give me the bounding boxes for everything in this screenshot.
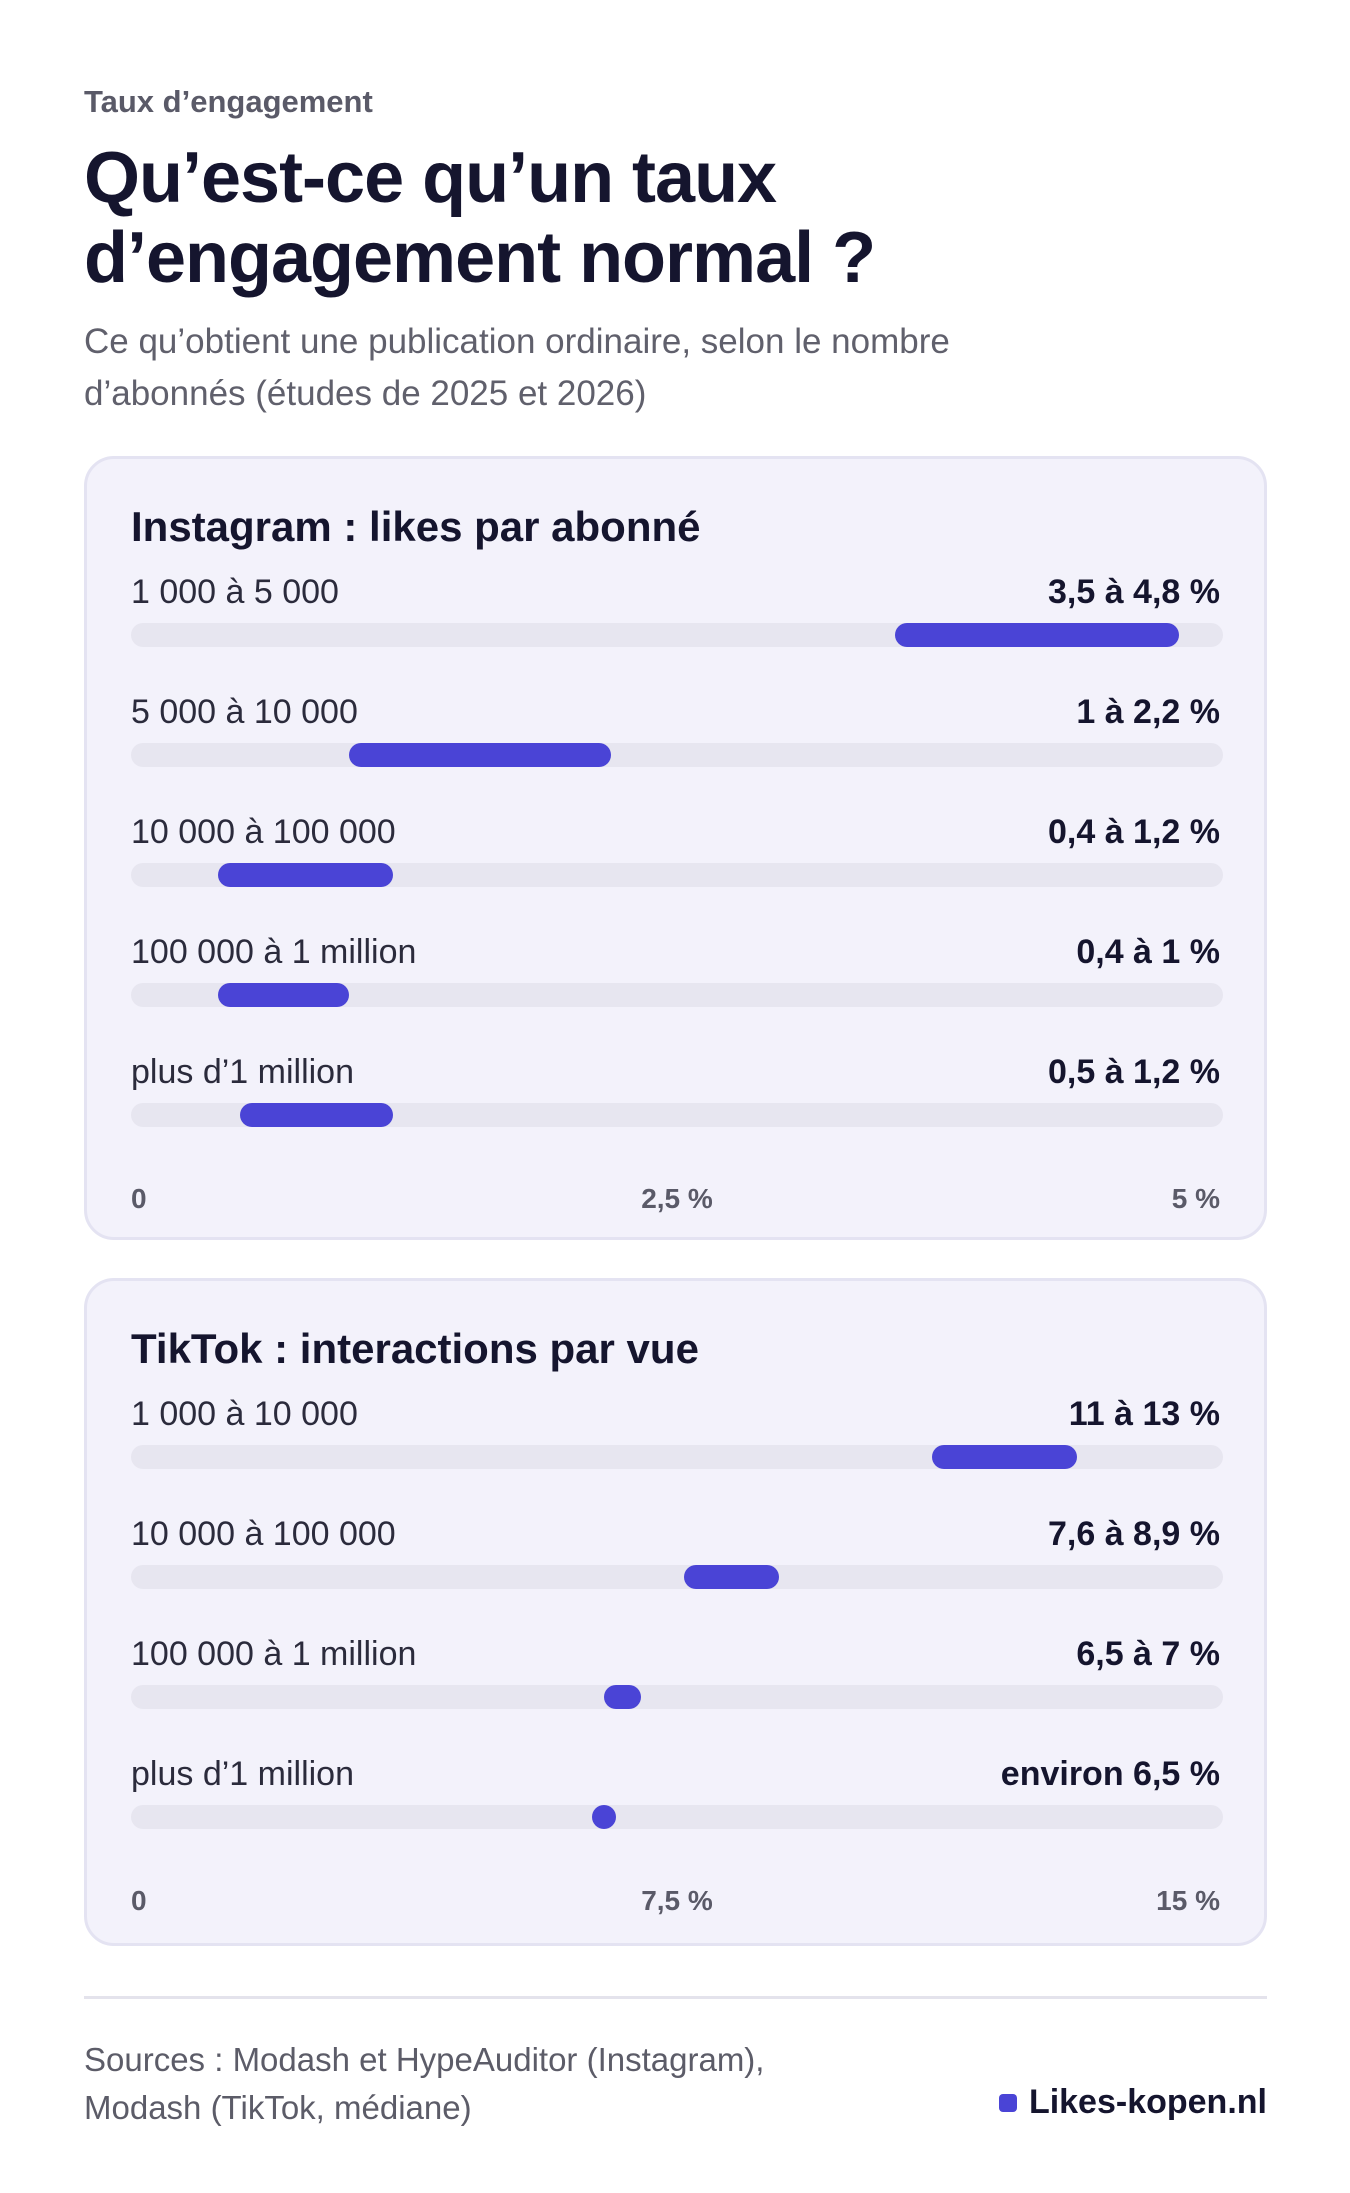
range-bar: [604, 1685, 641, 1709]
sources-line-1: Sources : Modash et HypeAuditor (Instagr…: [84, 2041, 765, 2078]
row-value: 11 à 13 %: [1068, 1395, 1220, 1433]
row-value: 1 à 2,2 %: [1076, 693, 1220, 731]
row-label: 10 000 à 100 000: [131, 813, 396, 851]
sources-note: Sources : Modash et HypeAuditor (Instagr…: [84, 2036, 764, 2132]
bar-track: [131, 983, 1223, 1007]
bar-track: [131, 743, 1223, 767]
axis-tick-label: 15 %: [1156, 1885, 1220, 1916]
subtitle: Ce qu’obtient une publication ordinaire,…: [84, 316, 1234, 420]
axis-tick-label: 0: [131, 1885, 147, 1916]
row-value: 6,5 à 7 %: [1076, 1635, 1220, 1673]
row-label: plus d’1 million: [131, 1053, 354, 1091]
range-bar: [349, 743, 612, 767]
bar-track: [131, 1445, 1223, 1469]
row-label: 100 000 à 1 million: [131, 933, 417, 971]
bar-track: [131, 1685, 1223, 1709]
sources-line-2: Modash (TikTok, médiane): [84, 2089, 472, 2126]
row-value: 3,5 à 4,8 %: [1047, 573, 1220, 611]
row-label: 10 000 à 100 000: [131, 1515, 396, 1553]
range-bar: [895, 623, 1180, 647]
row-label: 1 000 à 5 000: [131, 573, 339, 611]
instagram-chart-card: Instagram : likes par abonné 1 000 à 5 0…: [84, 456, 1267, 1240]
bar-track: [131, 863, 1223, 887]
row-value: environ 6,5 %: [1000, 1755, 1220, 1793]
range-bar: [240, 1103, 394, 1127]
kicker: Taux d’engagement: [84, 84, 373, 119]
subtitle-line-2: d’abonnés (études de 2025 et 2026): [84, 374, 647, 413]
axis-tick-label: 2,5 %: [641, 1183, 713, 1214]
bar-track: [131, 1805, 1223, 1829]
row-label: 5 000 à 10 000: [131, 693, 358, 731]
brand-square-icon: [998, 2093, 1017, 2112]
axis-tick-label: 7,5 %: [641, 1885, 713, 1916]
range-bar: [218, 983, 350, 1007]
range-bar: [931, 1445, 1078, 1469]
row-value: 0,4 à 1 %: [1076, 933, 1220, 971]
brand-logo: Likes-kopen.nl: [998, 2083, 1267, 2122]
row-label: 100 000 à 1 million: [131, 1635, 417, 1673]
footer-divider: [84, 1996, 1267, 1999]
range-bar: [218, 863, 394, 887]
brand-name: Likes-kopen.nl: [1028, 2083, 1267, 2121]
title-line-1: Qu’est-ce qu’un taux: [84, 138, 777, 218]
bar-track: [131, 1565, 1223, 1589]
row-value: 0,5 à 1,2 %: [1047, 1053, 1220, 1091]
row-label: plus d’1 million: [131, 1755, 354, 1793]
range-bar: [592, 1805, 617, 1829]
bar-track: [131, 1103, 1223, 1127]
bar-track: [131, 623, 1223, 647]
row-label: 1 000 à 10 000: [131, 1395, 358, 1433]
page-title: Qu’est-ce qu’un taux d’engagement normal…: [84, 138, 876, 298]
row-value: 0,4 à 1,2 %: [1047, 813, 1220, 851]
tiktok-chart-card: TikTok : interactions par vue 1 000 à 10…: [84, 1278, 1267, 1946]
title-line-2: d’engagement normal ?: [84, 218, 876, 298]
axis-tick-label: 5 %: [1171, 1183, 1220, 1214]
subtitle-line-1: Ce qu’obtient une publication ordinaire,…: [84, 322, 950, 361]
row-value: 7,6 à 8,9 %: [1047, 1515, 1220, 1553]
card-title: TikTok : interactions par vue: [131, 1325, 699, 1372]
range-bar: [684, 1565, 779, 1589]
axis-tick-label: 0: [131, 1183, 147, 1214]
card-title: Instagram : likes par abonné: [131, 503, 701, 550]
